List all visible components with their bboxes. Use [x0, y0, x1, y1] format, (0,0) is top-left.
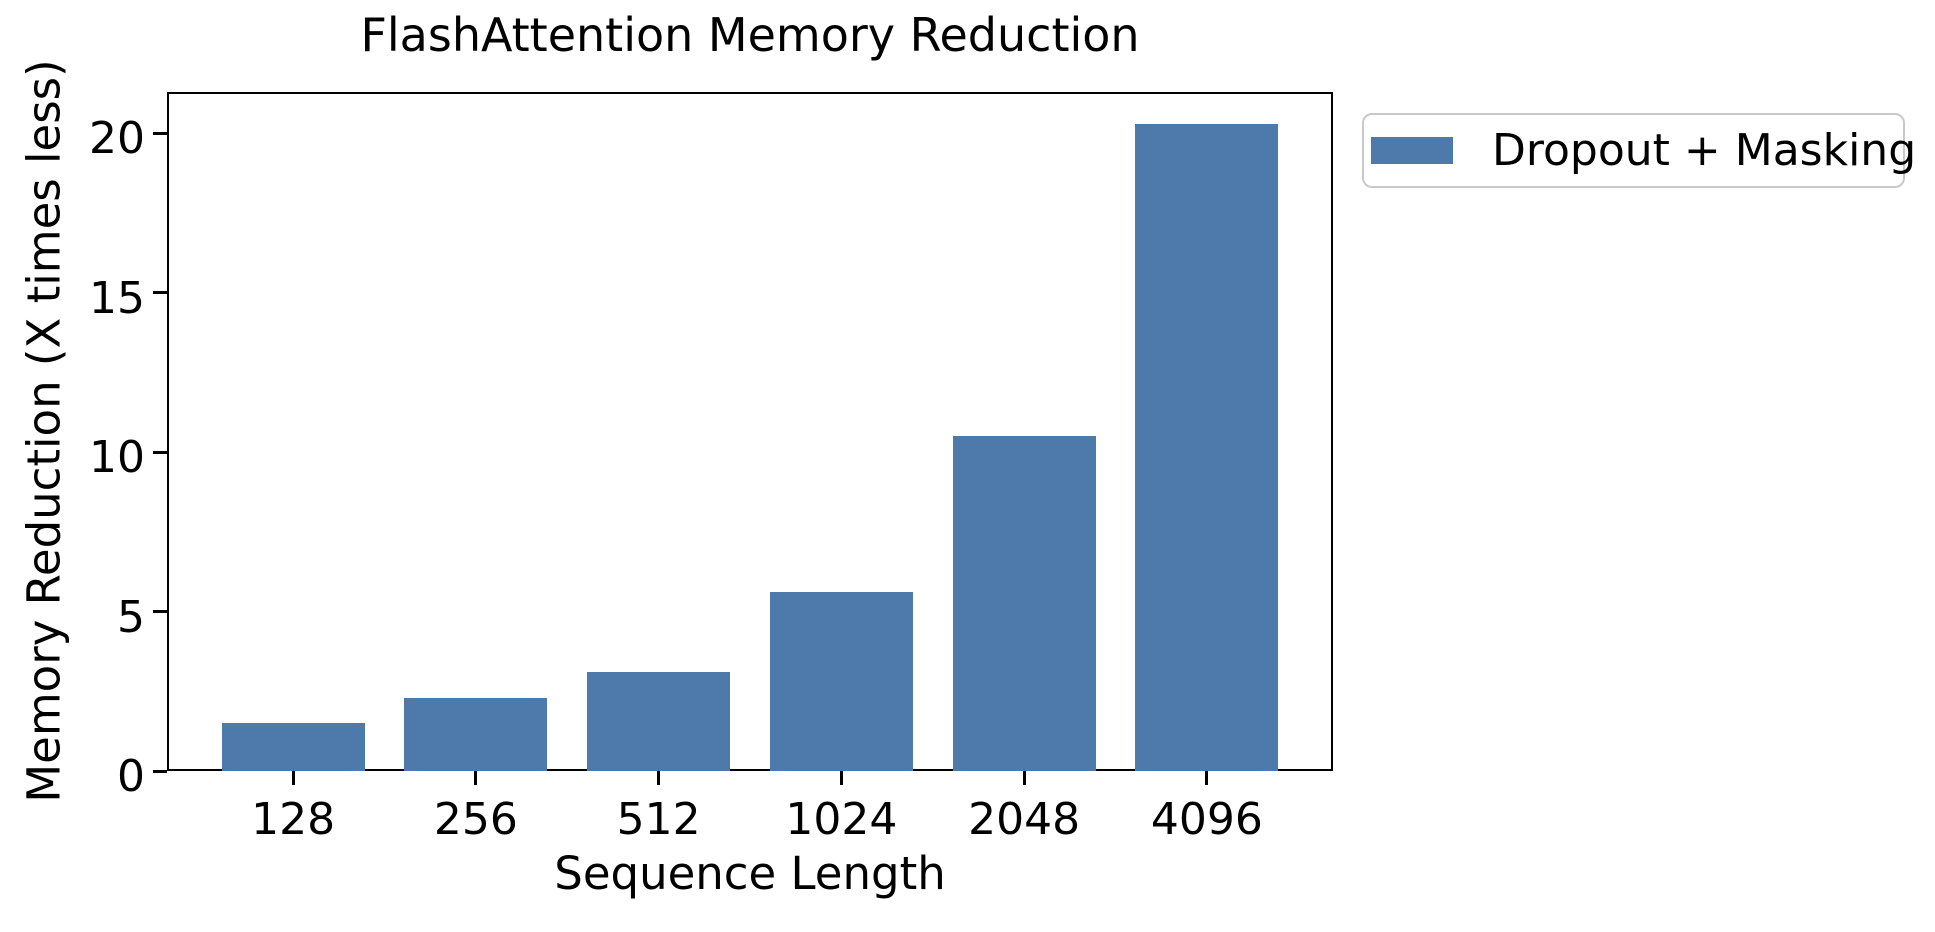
y-tick-label-5: 5 [117, 591, 145, 643]
chart-title: FlashAttention Memory Reduction [360, 8, 1140, 62]
y-tick-label-0: 0 [117, 751, 145, 802]
y-tick-10 [153, 450, 167, 454]
y-tick-20 [153, 131, 167, 135]
x-axis-label: Sequence Length [554, 847, 946, 900]
x-tick-label-2048: 2048 [968, 794, 1081, 845]
bar-4096 [1135, 123, 1279, 771]
legend-label: Dropout + Masking [1492, 124, 1917, 176]
y-tick-0 [153, 769, 167, 773]
x-tick-256 [474, 771, 478, 785]
bar-1024 [769, 592, 913, 771]
bar-128 [221, 723, 365, 771]
x-tick-128 [291, 771, 295, 785]
x-tick-512 [657, 771, 661, 785]
x-tick-label-512: 512 [616, 794, 701, 845]
x-tick-4096 [1205, 771, 1209, 785]
y-tick-label-10: 10 [89, 432, 145, 484]
x-tick-1024 [839, 771, 843, 785]
y-tick-label-20: 20 [89, 113, 145, 165]
y-tick-15 [153, 291, 167, 295]
bar-2048 [952, 436, 1096, 771]
x-tick-2048 [1022, 771, 1026, 785]
bar-512 [587, 672, 731, 771]
x-tick-label-1024: 1024 [785, 794, 898, 845]
x-tick-label-256: 256 [433, 794, 518, 845]
legend-swatch [1371, 137, 1453, 164]
x-tick-label-128: 128 [251, 794, 336, 845]
bar-256 [404, 697, 548, 771]
y-tick-5 [153, 610, 167, 614]
x-tick-label-4096: 4096 [1150, 794, 1263, 845]
y-axis-label: Memory Reduction (X times less) [17, 59, 71, 803]
y-tick-label-15: 15 [89, 272, 145, 324]
legend: Dropout + Masking [1362, 113, 1916, 188]
